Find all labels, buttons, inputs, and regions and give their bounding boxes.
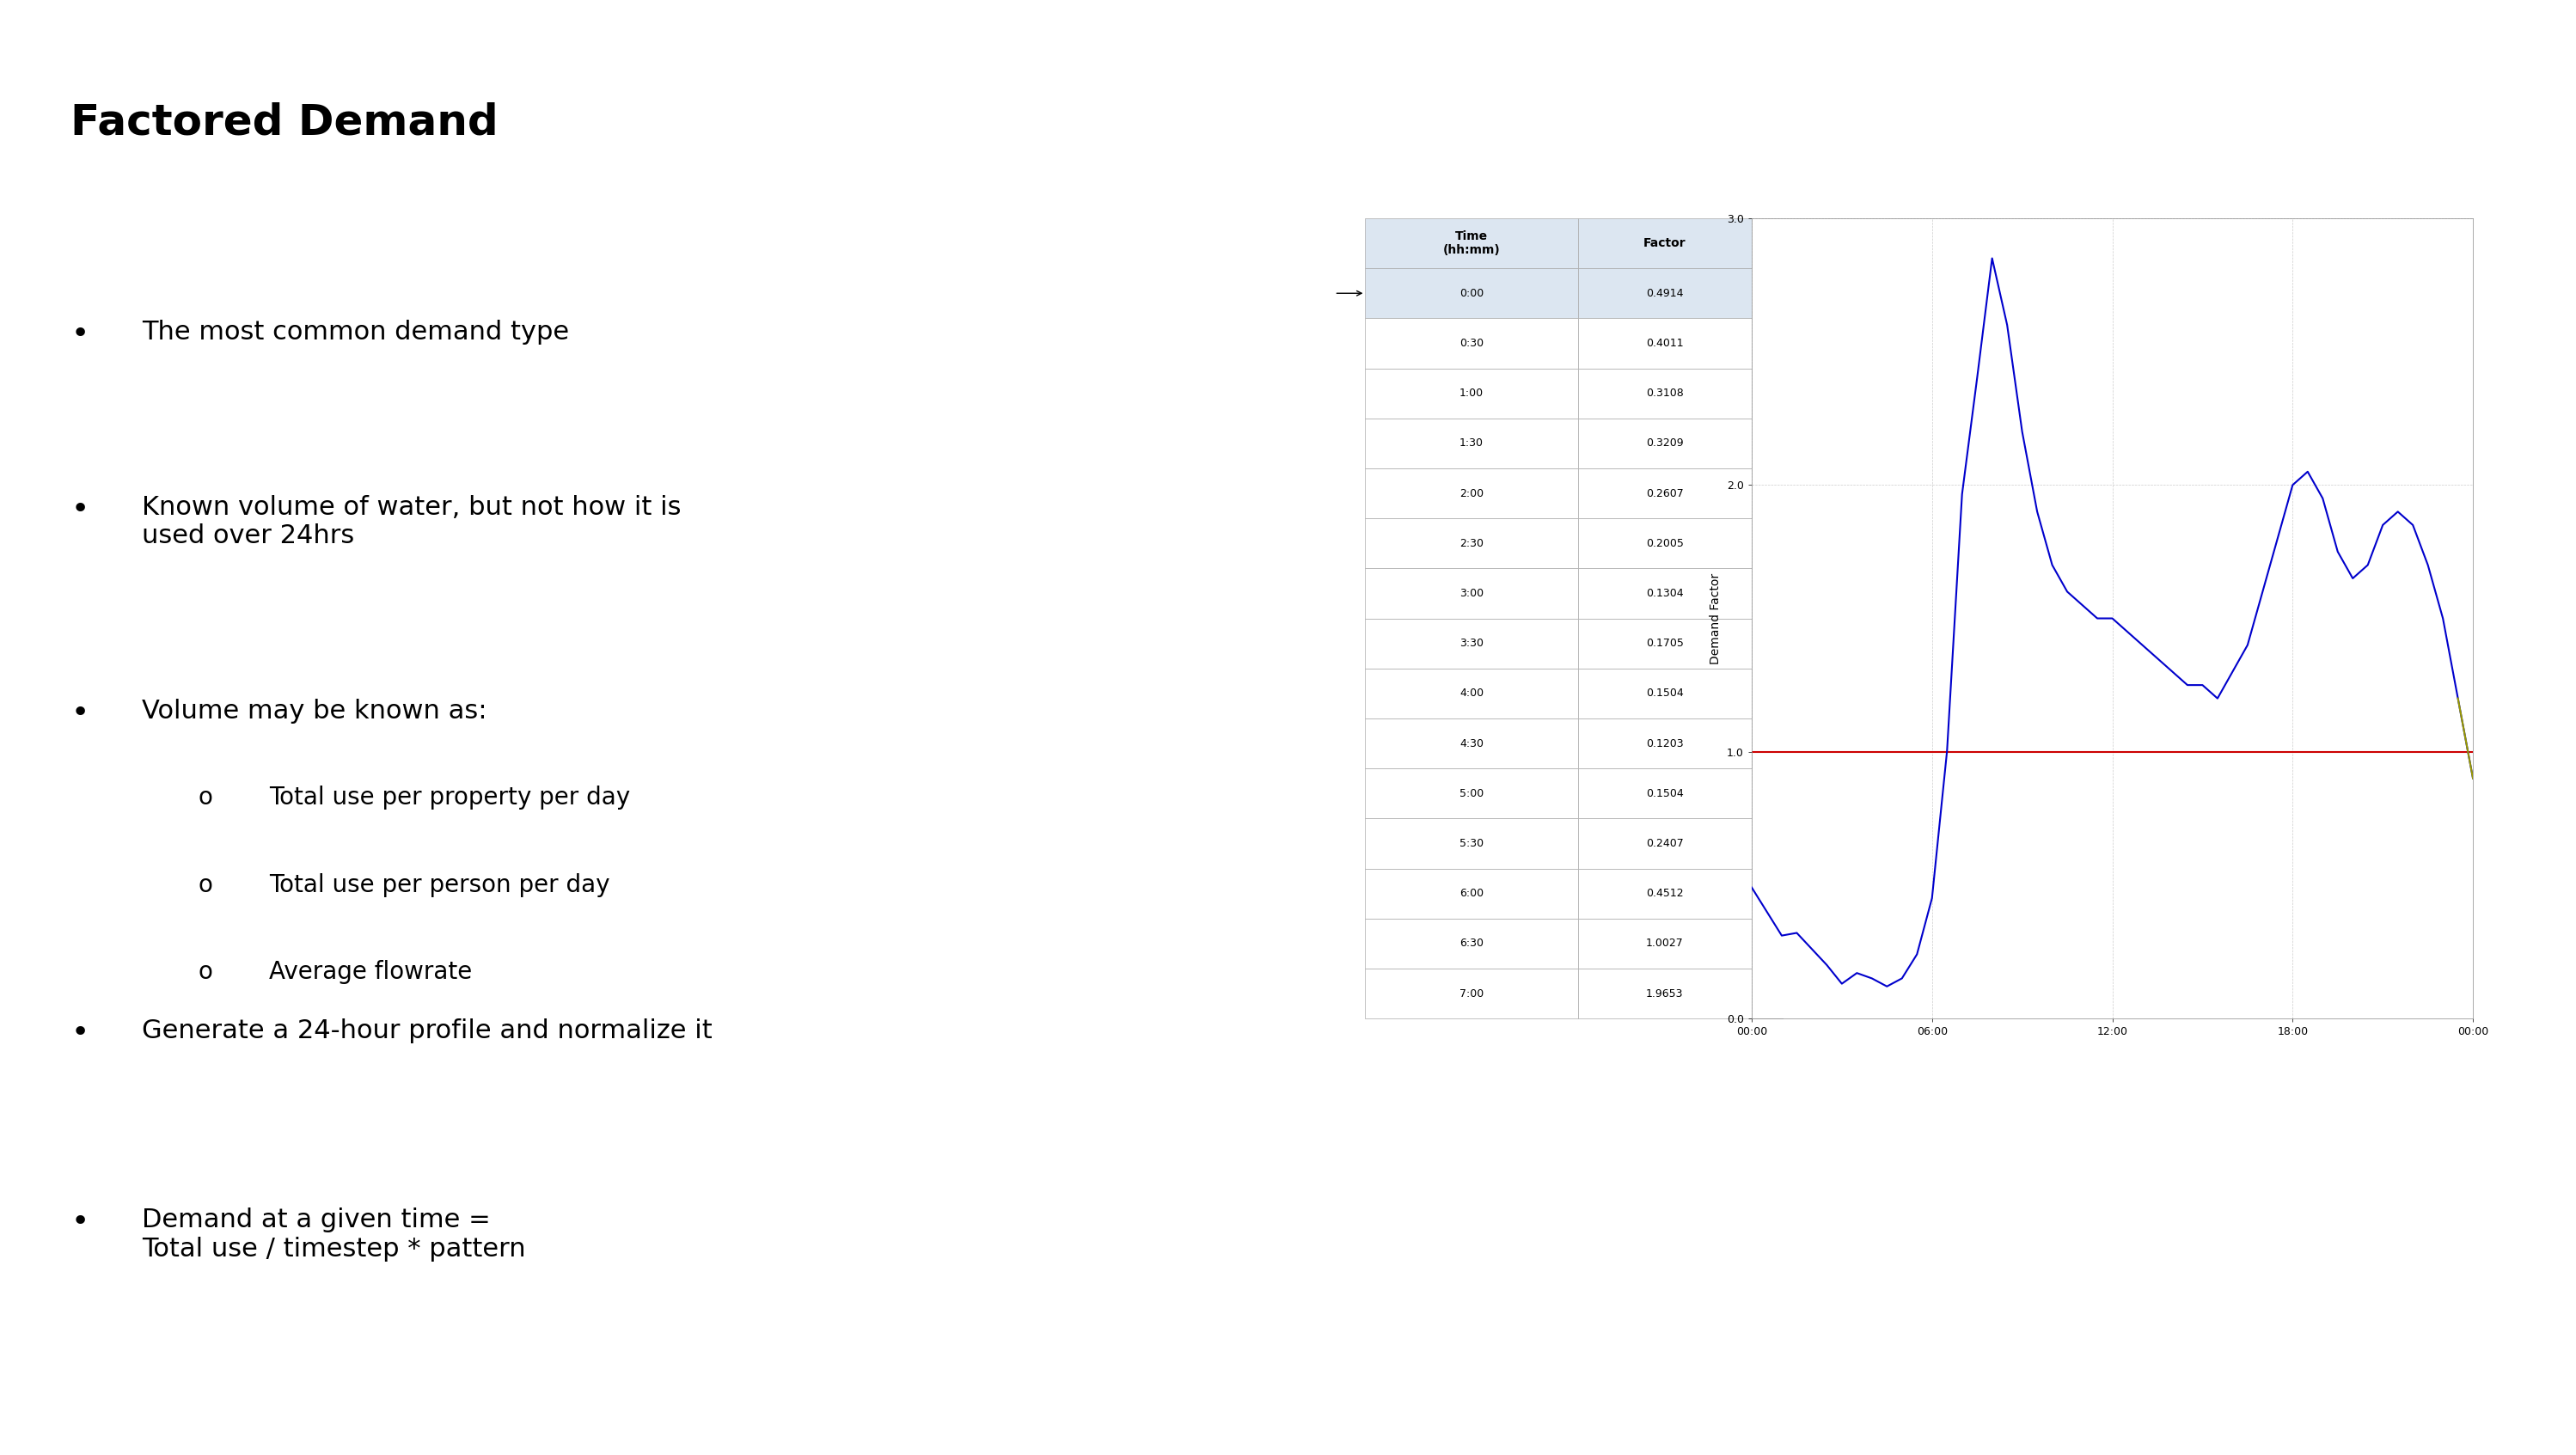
Text: 0.1304: 0.1304 (1646, 588, 1685, 599)
Text: o: o (198, 960, 214, 985)
Text: 4:00: 4:00 (1461, 688, 1484, 698)
Text: 6:30: 6:30 (1461, 938, 1484, 949)
Text: 0.1705: 0.1705 (1646, 637, 1685, 649)
Text: 0.3209: 0.3209 (1646, 438, 1685, 450)
Text: •: • (72, 1018, 90, 1048)
Text: Factored Demand: Factored Demand (72, 102, 500, 143)
Y-axis label: Demand Factor: Demand Factor (1710, 573, 1721, 663)
Text: 1.0027: 1.0027 (1646, 938, 1685, 949)
Text: 0.4011: 0.4011 (1646, 338, 1685, 349)
Text: Factor: Factor (1643, 237, 1687, 249)
Bar (1365, 268, 1577, 319)
Text: 4:30: 4:30 (1461, 738, 1484, 749)
Bar (1365, 469, 1577, 518)
Bar (1577, 918, 1752, 969)
Bar (1365, 518, 1577, 569)
Text: Time
(hh:mm): Time (hh:mm) (1443, 230, 1499, 256)
Text: 3:00: 3:00 (1461, 588, 1484, 599)
Text: Demand at a given time =
Total use / timestep * pattern: Demand at a given time = Total use / tim… (142, 1208, 526, 1261)
Text: Known volume of water, but not how it is
used over 24hrs: Known volume of water, but not how it is… (142, 495, 680, 549)
Text: 2:00: 2:00 (1461, 487, 1484, 499)
Bar (1365, 818, 1577, 869)
Bar (1577, 268, 1752, 319)
Text: 0.2407: 0.2407 (1646, 838, 1685, 850)
Text: o: o (198, 786, 214, 810)
Bar (1365, 969, 1577, 1018)
Bar (1577, 768, 1752, 818)
Bar (1365, 319, 1577, 368)
Text: o: o (198, 873, 214, 898)
Bar (1577, 719, 1752, 768)
Bar (1365, 368, 1577, 418)
Bar (1365, 668, 1577, 719)
Bar (1365, 218, 1577, 268)
Text: 0:30: 0:30 (1461, 338, 1484, 349)
Text: •: • (72, 320, 90, 349)
Text: Total use per property per day: Total use per property per day (270, 786, 631, 810)
Text: 0.1504: 0.1504 (1646, 787, 1685, 799)
Bar (1577, 668, 1752, 719)
Bar (1577, 319, 1752, 368)
Text: 0.1504: 0.1504 (1646, 688, 1685, 698)
Bar (1577, 418, 1752, 469)
Bar (1577, 569, 1752, 618)
Bar (1752, 218, 1783, 338)
Text: Average flowrate: Average flowrate (270, 960, 471, 985)
Text: •: • (72, 698, 90, 728)
Bar (1365, 869, 1577, 918)
Text: 0:00: 0:00 (1461, 288, 1484, 298)
Bar (1577, 869, 1752, 918)
Bar (1577, 618, 1752, 668)
Bar (1365, 719, 1577, 768)
Text: •: • (72, 495, 90, 524)
Text: 7:00: 7:00 (1461, 988, 1484, 1000)
Bar (1577, 518, 1752, 569)
Bar (1365, 918, 1577, 969)
Text: Volume may be known as:: Volume may be known as: (142, 698, 487, 723)
Bar (1577, 969, 1752, 1018)
Text: 0.2607: 0.2607 (1646, 487, 1685, 499)
Bar (1365, 618, 1577, 668)
Text: 3:30: 3:30 (1461, 637, 1484, 649)
Text: 0.2005: 0.2005 (1646, 538, 1685, 549)
Bar (1577, 218, 1752, 268)
Text: 0.3108: 0.3108 (1646, 387, 1685, 399)
Text: 1:00: 1:00 (1461, 387, 1484, 399)
Text: 1:30: 1:30 (1461, 438, 1484, 450)
Text: 5:00: 5:00 (1461, 787, 1484, 799)
Bar (1577, 469, 1752, 518)
Text: 0.1203: 0.1203 (1646, 738, 1685, 749)
Text: Generate a 24-hour profile and normalize it: Generate a 24-hour profile and normalize… (142, 1018, 711, 1043)
Text: 0.4512: 0.4512 (1646, 888, 1685, 899)
Text: 2:30: 2:30 (1461, 538, 1484, 549)
Bar (1365, 418, 1577, 469)
Bar (1365, 768, 1577, 818)
Text: 6:00: 6:00 (1461, 888, 1484, 899)
Text: The most common demand type: The most common demand type (142, 320, 569, 345)
Text: 5:30: 5:30 (1461, 838, 1484, 850)
Text: 1.9653: 1.9653 (1646, 988, 1685, 1000)
Bar (1577, 368, 1752, 418)
Text: •: • (72, 1208, 90, 1237)
Bar (1365, 569, 1577, 618)
Text: 0.4914: 0.4914 (1646, 288, 1685, 298)
Text: Total use per person per day: Total use per person per day (270, 873, 611, 898)
Bar (1752, 218, 1783, 1018)
Bar (1577, 818, 1752, 869)
